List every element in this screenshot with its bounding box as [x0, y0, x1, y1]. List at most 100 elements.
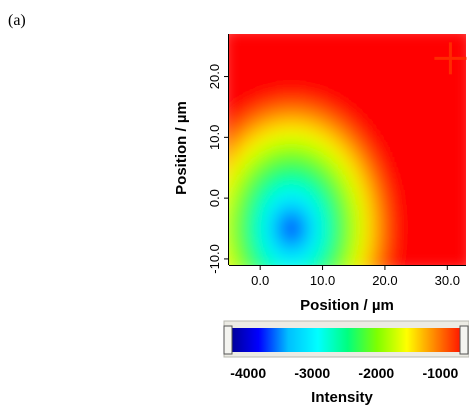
heatmap-cell — [429, 119, 436, 125]
heatmap-cell — [249, 189, 256, 196]
heatmap-cell — [435, 49, 441, 55]
heatmap-cell — [295, 259, 302, 265]
heatmap-cell — [383, 74, 390, 80]
colorbar-left-handle[interactable] — [223, 325, 233, 355]
heatmap-cell — [285, 154, 292, 161]
heatmap-cell — [399, 270, 405, 276]
heatmap-cell — [239, 199, 246, 206]
heatmap-cell — [316, 84, 323, 90]
heatmap-cell — [399, 99, 405, 105]
heatmap-cell — [435, 169, 441, 176]
heatmap-cell — [295, 124, 302, 131]
heatmap-cell — [445, 104, 452, 110]
heatmap-cell — [342, 154, 349, 161]
heatmap-cell — [275, 54, 282, 60]
heatmap-cell — [440, 64, 446, 70]
heatmap-cell — [301, 204, 307, 211]
heatmap-cell — [378, 154, 385, 161]
heatmap-cell — [353, 24, 359, 30]
heatmap-cell — [332, 249, 338, 256]
heatmap-cell — [219, 49, 225, 55]
heatmap-cell — [419, 184, 426, 191]
heatmap-cell — [321, 104, 328, 110]
heatmap-cell — [239, 39, 246, 45]
heatmap-cell — [440, 224, 446, 231]
heatmap-cell — [249, 149, 256, 156]
heatmap-cell — [357, 134, 364, 141]
heatmap-cell — [352, 104, 359, 110]
heatmap-cell — [265, 144, 271, 151]
heatmap-cell — [368, 49, 374, 55]
heatmap-cell — [332, 139, 338, 146]
heatmap-cell — [265, 194, 271, 201]
heatmap-cell — [414, 114, 421, 120]
heatmap-cell — [311, 139, 318, 146]
heatmap-cell — [290, 214, 297, 221]
heatmap-cell — [275, 49, 282, 55]
heatmap-cell — [404, 104, 410, 110]
heatmap-cell — [301, 64, 307, 70]
heatmap-cell — [239, 89, 246, 95]
heatmap-cell — [306, 234, 313, 241]
heatmap-cell — [419, 139, 426, 146]
heatmap-cell — [450, 74, 457, 80]
heatmap-cell — [295, 149, 302, 156]
heatmap-cell — [414, 54, 421, 60]
heatmap-cell — [326, 219, 333, 226]
heatmap-cell — [229, 184, 235, 191]
heatmap-cell — [357, 174, 364, 181]
heatmap-cell — [255, 24, 261, 30]
heatmap-cell — [455, 169, 462, 176]
heatmap-cell — [285, 119, 292, 125]
heatmap-cell — [275, 89, 282, 95]
heatmap-cell — [409, 244, 416, 251]
heatmap-cell — [383, 254, 390, 261]
heatmap-cell — [362, 259, 369, 265]
heatmap-cell — [259, 59, 266, 65]
colorbar-title: Intensity — [311, 389, 373, 406]
heatmap-cell — [347, 59, 354, 65]
heatmap-cell — [254, 104, 261, 110]
heatmap-cell — [311, 224, 318, 231]
heatmap-cell — [388, 69, 395, 75]
heatmap-cell — [321, 154, 328, 161]
heatmap-cell — [239, 44, 246, 50]
heatmap-cell — [259, 119, 266, 125]
heatmap-cell — [301, 249, 307, 256]
heatmap-cell — [455, 214, 462, 221]
heatmap-cell — [249, 164, 256, 171]
heatmap-cell — [265, 84, 271, 90]
heatmap-cell — [311, 144, 318, 151]
heatmap-cell — [311, 44, 318, 50]
heatmap-cell — [378, 244, 385, 251]
heatmap-cell — [229, 239, 235, 246]
heatmap-cell — [357, 164, 364, 171]
heatmap-cell — [450, 224, 457, 231]
heatmap-cell — [326, 134, 333, 141]
heatmap-cell — [249, 204, 256, 211]
heatmap-cell — [419, 204, 426, 211]
heatmap-cell — [388, 234, 395, 241]
heatmap-cell — [301, 114, 307, 120]
heatmap-cell — [460, 74, 466, 80]
heatmap-cell — [285, 174, 292, 181]
heatmap-cell — [393, 64, 400, 70]
heatmap-cell — [414, 179, 421, 186]
heatmap-cell — [404, 74, 410, 80]
heatmap-cell — [265, 124, 271, 131]
heatmap-cell — [270, 224, 276, 231]
heatmap-cell — [259, 84, 266, 90]
heatmap-cell — [424, 129, 431, 136]
heatmap-cell — [460, 44, 466, 50]
heatmap-cell — [419, 124, 426, 131]
heatmap-cell — [362, 214, 369, 221]
heatmap-cell — [357, 219, 364, 226]
heatmap-cell — [409, 84, 416, 90]
heatmap-cell — [378, 49, 385, 55]
heatmap-cell — [306, 74, 313, 80]
heatmap-cell — [295, 204, 302, 211]
heatmap-cell — [290, 224, 297, 231]
colorbar-right-handle[interactable] — [459, 325, 469, 355]
heatmap-cell — [429, 84, 436, 90]
heatmap-cell — [239, 254, 246, 261]
